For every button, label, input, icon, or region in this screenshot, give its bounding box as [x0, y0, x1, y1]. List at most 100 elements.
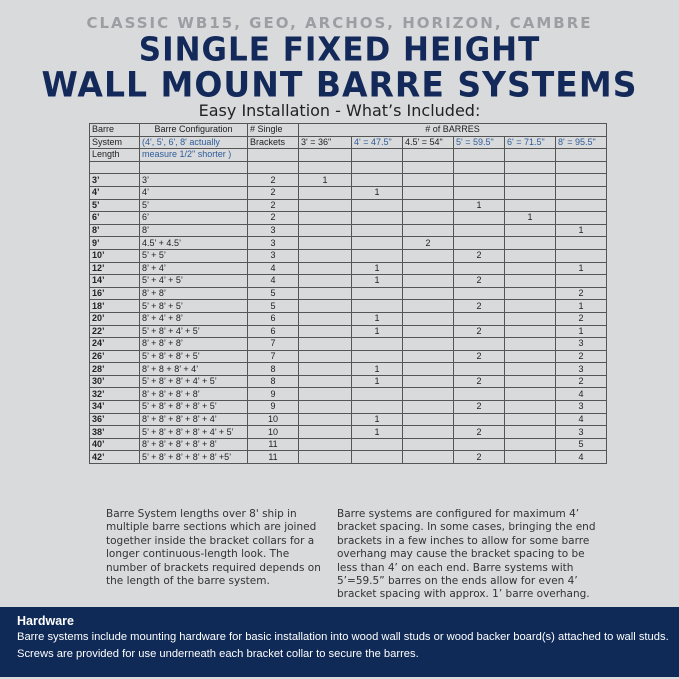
table-cell	[402, 299, 454, 313]
table-row: 20’ 8’ + 4’ + 8’ 6 1 2	[89, 311, 607, 326]
table-cell	[298, 160, 352, 175]
table-cell: 2	[453, 425, 505, 439]
table-row: 8’ 8’ 3 1	[89, 223, 607, 238]
table-cell	[555, 185, 607, 200]
table-cell	[504, 223, 556, 238]
table-cell: 4	[247, 261, 299, 276]
table-cell	[453, 311, 505, 326]
table-row: 4’ 4’ 2 1	[89, 185, 607, 200]
barre-configuration-table: Barre Barre Configuration # Single # of BAR…	[89, 123, 607, 465]
table-cell: # of BARRES	[298, 123, 607, 137]
table-cell	[504, 437, 556, 452]
table-row: 12’ 8’ + 4’ 4 1 1	[89, 261, 607, 276]
table-cell: 1	[351, 425, 403, 439]
table-cell: 5’ + 8’ + 4’ + 5’	[139, 324, 248, 339]
table-cell	[247, 160, 299, 175]
table-cell: 32’	[89, 387, 140, 402]
table-cell	[298, 362, 352, 376]
table-cell: 2	[247, 198, 299, 213]
table-cell: 2	[453, 299, 505, 313]
table-cell: 8’ + 4’	[139, 261, 248, 276]
table-cell	[351, 387, 403, 402]
table-cell: 4’	[139, 185, 248, 200]
table-cell: 8’	[89, 223, 140, 238]
table-cell	[504, 387, 556, 402]
table-cell	[351, 248, 403, 263]
table-cell	[351, 198, 403, 213]
table-cell: (4', 5', 6', 8' actually	[139, 135, 248, 150]
table-cell	[555, 211, 607, 225]
table-cell	[298, 412, 352, 427]
table-cell: 8’ + 4’ + 8’	[139, 311, 248, 326]
table-cell: 3	[247, 223, 299, 238]
table-cell: 3’	[139, 173, 248, 187]
table-cell	[402, 160, 454, 175]
table-cell: 2	[247, 173, 299, 187]
table-cell	[351, 236, 403, 250]
table-cell	[504, 286, 556, 301]
table-cell: 5	[555, 437, 607, 452]
table-cell: 2	[453, 450, 505, 465]
table-cell: 2	[555, 311, 607, 326]
note-bracket-spacing: Barre systems are configured for maximum…	[337, 508, 596, 601]
table-row: 36’ 8’ + 8’ + 8’ + 8’ + 4’ 10 1 4	[89, 412, 607, 427]
table-cell: 14’	[89, 274, 140, 288]
table-cell	[453, 148, 505, 162]
table-cell: Barre	[89, 123, 140, 137]
table-cell	[504, 311, 556, 326]
table-cell: 1	[298, 173, 352, 187]
table-cell	[504, 148, 556, 162]
table-cell	[453, 261, 505, 276]
table-cell: 3	[555, 337, 607, 351]
table-row: 42’ 5’ + 8’ + 8’ + 8’ + 8’ +5’ 11 2 4	[89, 450, 607, 465]
table-cell: 4.5’ + 4.5’	[139, 236, 248, 250]
table-cell	[298, 274, 352, 288]
table-row: 38’ 5’ + 8’ + 8’ + 8’ + 4’ + 5’ 10 1 2 3	[89, 425, 607, 439]
table-cell: 30’	[89, 374, 140, 389]
table-cell: 2	[555, 374, 607, 389]
table-cell	[504, 324, 556, 339]
table-cell: 2	[453, 374, 505, 389]
table-cell	[402, 148, 454, 162]
table-cell	[504, 337, 556, 351]
table-cell	[351, 223, 403, 238]
table-cell: 3' = 36"	[298, 135, 352, 150]
table-row: 10’ 5’ + 5’ 3 2	[89, 248, 607, 263]
table-cell	[453, 437, 505, 452]
table-cell: measure 1/2" shorter )	[139, 148, 248, 162]
header-row: Barre Barre Configuration # Single # of BAR…	[89, 123, 607, 137]
table-cell	[298, 236, 352, 250]
table-cell	[555, 236, 607, 250]
table-cell: 8’	[139, 223, 248, 238]
table-cell: 8’ + 8’ + 8’	[139, 337, 248, 351]
table-cell	[351, 299, 403, 313]
table-cell: 18’	[89, 299, 140, 313]
table-cell: 1	[351, 261, 403, 276]
table-cell: 8' = 95.5"	[555, 135, 607, 150]
table-cell	[298, 349, 352, 364]
header-row: Length measure 1/2" shorter )	[89, 148, 607, 162]
table-cell	[402, 425, 454, 439]
table-cell	[402, 261, 454, 276]
table-cell	[555, 248, 607, 263]
table-cell	[504, 374, 556, 389]
table-cell	[504, 299, 556, 313]
table-row: 6’ 6’ 2 1	[89, 211, 607, 225]
table-cell: 1	[555, 324, 607, 339]
table-cell: 2	[453, 349, 505, 364]
table-cell	[402, 311, 454, 326]
table-row: 9’ 4.5’ + 4.5’ 3 2	[89, 236, 607, 250]
table-cell	[555, 274, 607, 288]
table-cell: 9	[247, 400, 299, 414]
table-cell: 8	[247, 362, 299, 376]
hardware-section: Hardware Barre systems include mounting …	[0, 607, 679, 677]
table-cell	[402, 173, 454, 187]
table-cell: 36’	[89, 412, 140, 427]
table-cell: 11	[247, 450, 299, 465]
table-row: 30’ 5’ + 8’ + 8’ + 4’ + 5’ 8 1 2 2	[89, 374, 607, 389]
table-cell: 12’	[89, 261, 140, 276]
table-cell	[504, 400, 556, 414]
table-cell: 8’ + 8’ + 8’ + 8’ + 8’	[139, 437, 248, 452]
table-cell	[402, 223, 454, 238]
table-cell: 2	[453, 248, 505, 263]
